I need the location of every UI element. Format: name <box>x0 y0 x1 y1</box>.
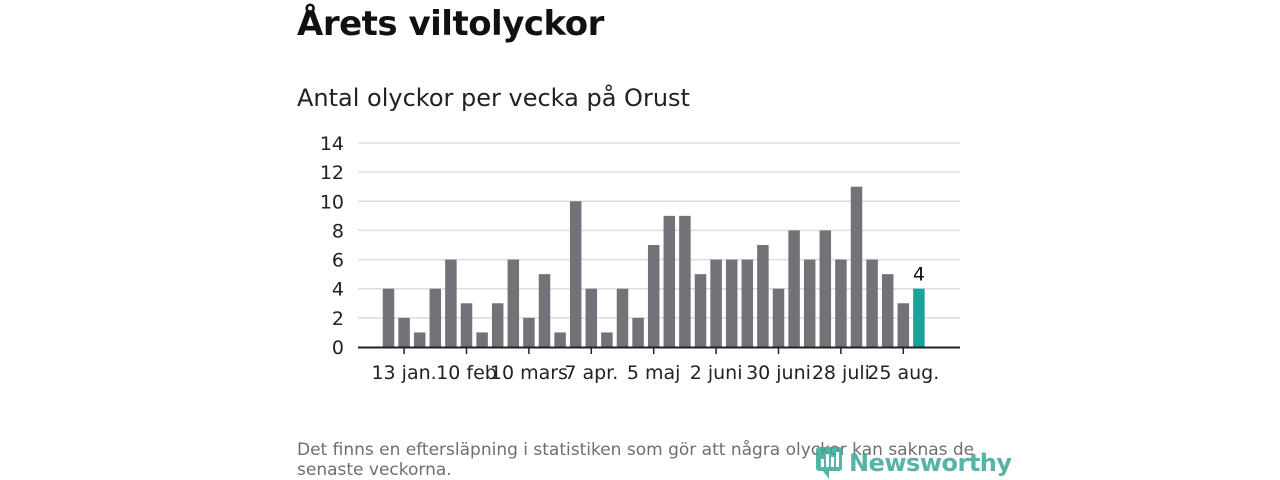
data-label-last-week: 4 <box>913 264 925 286</box>
bar <box>601 332 613 347</box>
bar <box>757 245 769 347</box>
chart-title: Antal olyckor per vecka på Orust <box>297 84 690 112</box>
bar <box>507 259 520 347</box>
y-tick-label: 0 <box>332 337 344 359</box>
x-tick-label: 5 maj <box>627 362 681 384</box>
page-title: Årets viltolyckor <box>297 4 604 44</box>
bar <box>538 274 551 347</box>
y-axis-ticks: 0 2 4 6 8 10 12 14 <box>320 133 344 359</box>
x-tick-label: 25 aug. <box>867 362 939 384</box>
bar <box>476 332 488 347</box>
newsworthy-logo-icon <box>816 447 842 479</box>
bar <box>460 303 473 347</box>
bar <box>382 288 395 347</box>
y-tick-label: 4 <box>332 279 344 301</box>
bar <box>554 332 566 347</box>
y-tick-label: 2 <box>332 308 344 330</box>
footnote: Det finns en eftersläpning i statistiken… <box>297 440 975 480</box>
y-tick-label: 12 <box>320 162 344 184</box>
bar <box>491 303 504 347</box>
bar <box>632 317 644 347</box>
bar <box>835 259 847 347</box>
bar <box>772 288 785 347</box>
bar <box>429 288 442 347</box>
bar <box>897 303 910 347</box>
x-tick-label: 10 feb <box>436 362 497 384</box>
y-tick-label: 6 <box>332 250 344 272</box>
y-tick-label: 14 <box>320 133 344 155</box>
bar <box>866 259 878 347</box>
newsworthy-logo: Newsworthy <box>815 446 1012 480</box>
bar <box>616 288 629 347</box>
x-tick-label: 30 juni <box>746 362 811 384</box>
bar-highlight <box>913 288 925 347</box>
newsworthy-logo-text: Newsworthy <box>849 449 1012 477</box>
bars <box>382 186 925 347</box>
bar <box>585 288 598 347</box>
bar <box>569 201 582 347</box>
bar <box>741 259 754 347</box>
bar <box>663 215 676 347</box>
x-tick-label: 7 apr. <box>564 362 618 384</box>
y-tick-label: 8 <box>332 220 344 242</box>
bar <box>881 274 894 347</box>
bar <box>710 259 722 347</box>
x-tick-label: 28 juli <box>812 362 870 384</box>
bar <box>725 259 738 347</box>
bar <box>788 230 800 347</box>
bar <box>398 317 410 347</box>
x-tick-label: 2 juni <box>690 362 743 384</box>
bar <box>445 259 457 347</box>
bar <box>803 259 816 347</box>
bar <box>647 245 660 347</box>
x-tick-label: 13 jan. <box>371 362 436 384</box>
y-tick-label: 10 <box>320 191 344 213</box>
bar <box>850 186 863 347</box>
bar <box>523 317 535 347</box>
bar <box>694 274 707 347</box>
data-labels: 4 <box>913 264 925 286</box>
bar <box>819 230 832 347</box>
bar <box>679 215 691 347</box>
bar <box>413 332 426 347</box>
x-tick-label: 10 mars <box>490 362 568 384</box>
